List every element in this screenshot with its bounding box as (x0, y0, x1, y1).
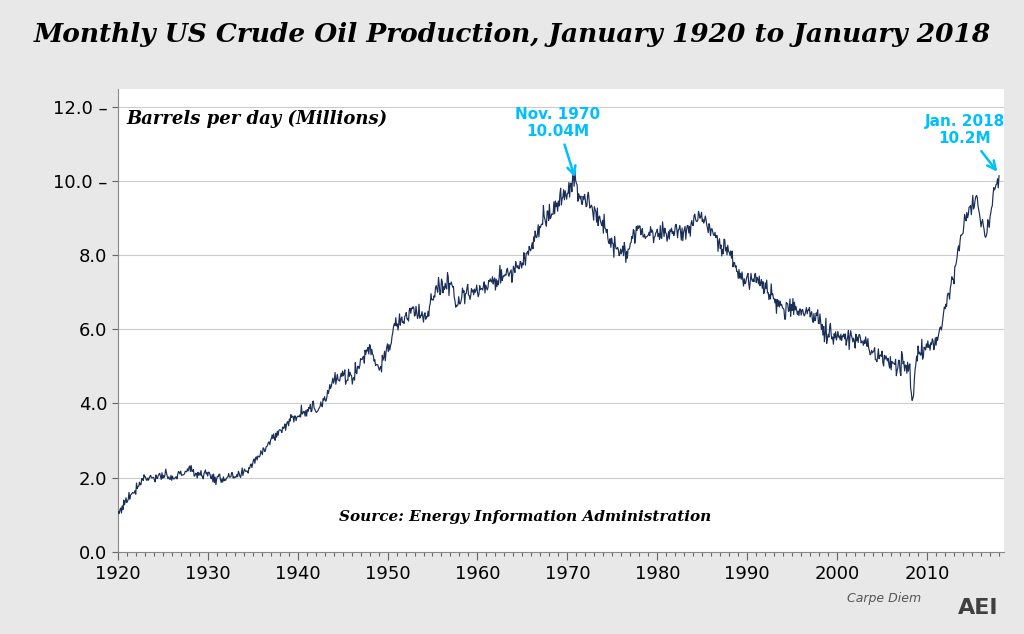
Text: Nov. 1970
10.04M: Nov. 1970 10.04M (515, 107, 600, 174)
Text: Monthly US Crude Oil Production, January 1920 to January 2018: Monthly US Crude Oil Production, January… (34, 22, 990, 47)
Text: AEI: AEI (957, 598, 998, 618)
Text: Jan. 2018
10.2M: Jan. 2018 10.2M (925, 113, 1005, 169)
Text: Carpe Diem: Carpe Diem (848, 592, 922, 605)
Text: Barrels per day (Millions): Barrels per day (Millions) (127, 110, 388, 128)
Text: Source: Energy Information Administration: Source: Energy Information Administratio… (339, 510, 712, 524)
